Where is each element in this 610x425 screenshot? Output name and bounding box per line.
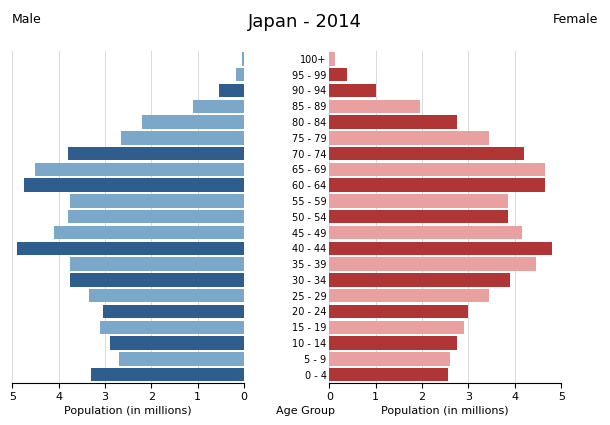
Bar — [119, 352, 244, 366]
Bar — [70, 258, 244, 271]
Bar — [70, 194, 244, 208]
Bar — [329, 147, 524, 160]
Bar — [329, 289, 489, 303]
Bar — [142, 115, 244, 129]
Text: Male: Male — [12, 13, 42, 26]
Bar — [121, 131, 244, 144]
Bar — [329, 352, 450, 366]
Bar — [329, 258, 536, 271]
Bar — [54, 226, 244, 239]
Bar — [70, 273, 244, 286]
Bar — [329, 336, 457, 350]
Bar — [88, 289, 244, 303]
Bar — [329, 52, 336, 65]
Bar — [91, 368, 244, 381]
Bar — [68, 147, 244, 160]
Text: Population (in millions): Population (in millions) — [381, 406, 509, 416]
Text: Japan - 2014: Japan - 2014 — [248, 13, 362, 31]
Bar — [329, 194, 508, 208]
Bar — [329, 305, 468, 318]
Bar — [329, 178, 545, 192]
Bar — [329, 163, 545, 176]
Text: Female: Female — [553, 13, 598, 26]
Bar — [17, 241, 244, 255]
Bar — [24, 178, 244, 192]
Bar — [35, 163, 244, 176]
Bar — [100, 320, 244, 334]
Bar — [329, 115, 457, 129]
Text: Population (in millions): Population (in millions) — [64, 406, 192, 416]
Text: Age Group: Age Group — [276, 406, 334, 416]
Bar — [329, 241, 552, 255]
Bar — [102, 305, 244, 318]
Bar — [329, 68, 347, 82]
Bar — [242, 52, 244, 65]
Bar — [68, 210, 244, 224]
Bar — [329, 99, 420, 113]
Bar — [110, 336, 244, 350]
Bar — [193, 99, 244, 113]
Bar — [329, 320, 464, 334]
Bar — [329, 273, 510, 286]
Bar — [329, 368, 448, 381]
Bar — [235, 68, 244, 82]
Bar — [329, 131, 489, 144]
Bar — [218, 84, 244, 97]
Bar — [329, 210, 508, 224]
Bar — [329, 226, 522, 239]
Bar — [329, 84, 376, 97]
